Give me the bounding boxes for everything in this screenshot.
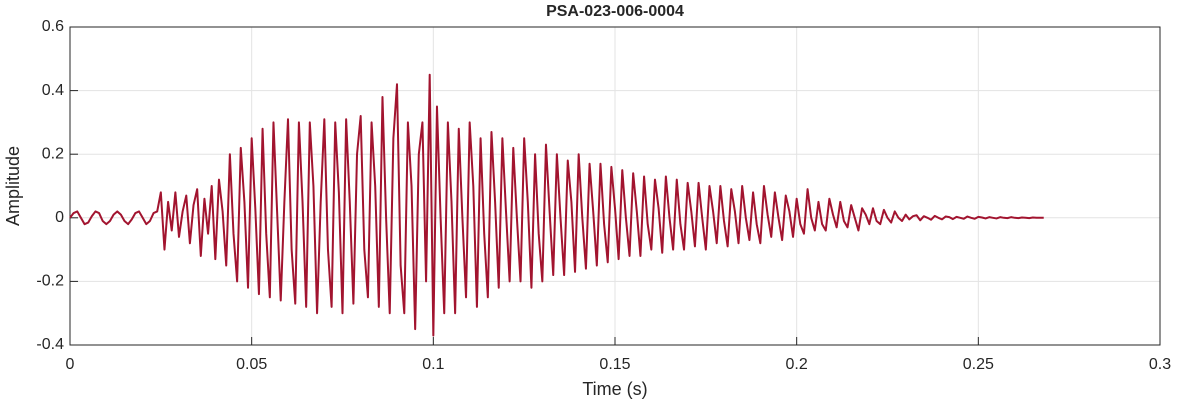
- x-tick-label: 0.2: [786, 356, 808, 373]
- x-tick-label: 0.15: [599, 356, 630, 373]
- y-tick-label: -0.4: [36, 336, 64, 353]
- x-tick-label: 0.25: [963, 356, 994, 373]
- y-axis-label: Amplitude: [3, 146, 23, 226]
- y-tick-label: 0: [55, 209, 64, 226]
- waveform-line: [69, 73, 1044, 337]
- y-tick-label: 0.2: [42, 145, 64, 162]
- y-tick-label: 0.4: [42, 82, 64, 99]
- x-tick-label: 0.1: [422, 356, 444, 373]
- y-tick-label: -0.2: [36, 273, 64, 290]
- chart-title: PSA-023-006-0004: [546, 3, 684, 20]
- x-tick-label: 0.3: [1149, 356, 1171, 373]
- x-tick-label: 0.05: [236, 356, 267, 373]
- plot-frame: [69, 26, 1161, 346]
- x-axis-label: Time (s): [582, 379, 647, 399]
- y-tick-label: 0.6: [42, 18, 64, 35]
- x-tick-label: 0: [66, 356, 75, 373]
